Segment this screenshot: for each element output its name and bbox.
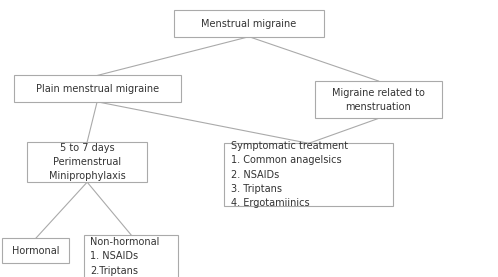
FancyBboxPatch shape — [27, 142, 147, 182]
Text: Symptomatic treatment
1. Common anagelsics
2. NSAIDs
3. Triptans
4. Ergotamiinic: Symptomatic treatment 1. Common anagelsi… — [231, 141, 348, 208]
FancyBboxPatch shape — [174, 10, 324, 37]
Text: Menstrual migraine: Menstrual migraine — [201, 19, 297, 29]
FancyBboxPatch shape — [13, 75, 181, 102]
Text: Plain menstrual migraine: Plain menstrual migraine — [35, 84, 159, 94]
Text: 5 to 7 days
Perimenstrual
Miniprophylaxis: 5 to 7 days Perimenstrual Miniprophylaxi… — [49, 143, 125, 181]
Text: Migraine related to
menstruation: Migraine related to menstruation — [332, 88, 425, 112]
Text: Non-hormonal
1. NSAIDs
2.Triptans: Non-hormonal 1. NSAIDs 2.Triptans — [90, 237, 159, 276]
FancyBboxPatch shape — [224, 143, 393, 206]
Text: Hormonal: Hormonal — [12, 246, 60, 256]
FancyBboxPatch shape — [84, 235, 178, 277]
FancyBboxPatch shape — [315, 81, 442, 119]
FancyBboxPatch shape — [2, 238, 70, 263]
